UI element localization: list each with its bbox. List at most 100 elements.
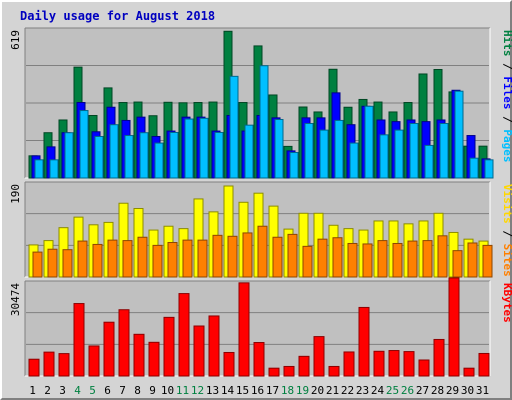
bar-sites-day-7 bbox=[122, 240, 133, 278]
x-tick-label: 22 bbox=[341, 384, 354, 397]
bar-pages-day-30 bbox=[469, 157, 479, 179]
chart-title: Daily usage for August 2018 bbox=[20, 9, 215, 23]
bar-sites-day-27 bbox=[422, 240, 433, 278]
x-tick-label: 27 bbox=[416, 384, 429, 397]
bar-kbytes-day-7 bbox=[118, 309, 130, 377]
bar-kbytes-day-29 bbox=[448, 277, 460, 377]
bar-pages-day-1 bbox=[34, 159, 44, 179]
x-tick-label: 28 bbox=[431, 384, 444, 397]
series-label-part: Sites bbox=[501, 244, 512, 277]
bar-sites-day-30 bbox=[467, 242, 478, 278]
bar-sites-day-19 bbox=[302, 245, 313, 278]
bar-sites-day-29 bbox=[452, 250, 463, 278]
bar-sites-day-28 bbox=[437, 235, 448, 278]
bar-pages-day-13 bbox=[214, 131, 224, 179]
x-tick-label: 10 bbox=[161, 384, 174, 397]
bar-sites-day-23 bbox=[362, 243, 373, 278]
panel-bottom: 30474 KBytes bbox=[9, 277, 512, 377]
bar-kbytes-day-23 bbox=[358, 306, 370, 377]
series-label-part: / bbox=[501, 224, 512, 244]
bar-pages-day-11 bbox=[184, 118, 194, 179]
x-tick-label: 29 bbox=[446, 384, 459, 397]
bar-sites-day-22 bbox=[347, 242, 358, 278]
bar-pages-day-2 bbox=[49, 159, 59, 179]
bar-kbytes-day-5 bbox=[88, 345, 100, 377]
bar-kbytes-day-19 bbox=[298, 355, 310, 377]
bar-pages-day-4 bbox=[79, 110, 89, 179]
bar-sites-day-6 bbox=[107, 239, 118, 278]
x-tick-label: 2 bbox=[44, 384, 51, 397]
bar-kbytes-day-16 bbox=[253, 342, 265, 377]
bar-kbytes-day-13 bbox=[208, 315, 220, 377]
bar-kbytes-day-24 bbox=[373, 350, 385, 377]
bar-kbytes-day-17 bbox=[268, 367, 280, 377]
bar-sites-day-15 bbox=[242, 232, 253, 278]
bar-kbytes-day-10 bbox=[163, 316, 175, 377]
bar-sites-day-11 bbox=[182, 239, 193, 278]
series-label-part: / bbox=[501, 110, 512, 130]
bar-sites-day-4 bbox=[77, 240, 88, 278]
bar-kbytes-day-18 bbox=[283, 365, 295, 377]
chart-panels: 619 Hits / Files / Pages 190 Visits / Sites… bbox=[9, 27, 512, 377]
bar-kbytes-day-6 bbox=[103, 321, 115, 377]
panel-bottom-max-label: 30474 bbox=[9, 283, 22, 316]
bar-kbytes-day-21 bbox=[328, 365, 340, 377]
bar-sites-day-24 bbox=[377, 240, 388, 278]
bar-sites-day-2 bbox=[47, 248, 58, 278]
x-tick-label: 18 bbox=[281, 384, 294, 397]
bar-sites-day-17 bbox=[272, 236, 283, 278]
series-label-part: Files bbox=[501, 76, 512, 109]
x-tick-label: 23 bbox=[356, 384, 369, 397]
bar-kbytes-day-3 bbox=[58, 353, 70, 377]
panel-top-max-label: 619 bbox=[9, 30, 22, 50]
bar-pages-day-15 bbox=[244, 124, 254, 179]
bar-kbytes-day-26 bbox=[403, 351, 415, 377]
bar-kbytes-day-8 bbox=[133, 333, 145, 377]
bar-pages-day-25 bbox=[394, 129, 404, 179]
bar-sites-day-31 bbox=[482, 244, 493, 278]
bar-pages-day-5 bbox=[94, 135, 104, 179]
x-tick-label: 7 bbox=[119, 384, 126, 397]
bar-pages-day-19 bbox=[304, 123, 314, 179]
x-tick-label: 19 bbox=[296, 384, 309, 397]
bar-sites-day-1 bbox=[32, 251, 43, 278]
x-tick-label: 16 bbox=[251, 384, 264, 397]
bar-sites-day-14 bbox=[227, 235, 238, 278]
series-label-part: / bbox=[501, 57, 512, 77]
bar-pages-day-14 bbox=[229, 75, 239, 179]
x-tick-label: 17 bbox=[266, 384, 279, 397]
x-tick-label: 15 bbox=[236, 384, 249, 397]
x-tick-label: 26 bbox=[401, 384, 414, 397]
bar-pages-day-9 bbox=[154, 142, 164, 179]
bar-sites-day-13 bbox=[212, 234, 223, 278]
bar-pages-day-17 bbox=[274, 119, 284, 179]
bar-pages-day-28 bbox=[439, 123, 449, 179]
bar-sites-day-10 bbox=[167, 242, 178, 278]
x-tick-label: 5 bbox=[89, 384, 96, 397]
bar-sites-day-3 bbox=[62, 249, 73, 278]
series-label-part: Visits bbox=[501, 184, 512, 224]
series-label-part: Hits bbox=[501, 30, 512, 57]
panel-middle-max-label: 190 bbox=[9, 184, 22, 204]
panel-top: 619 Hits / Files / Pages bbox=[9, 27, 512, 179]
bar-pages-day-8 bbox=[139, 132, 149, 179]
bar-kbytes-day-12 bbox=[193, 325, 205, 377]
panel-middle: 190 Visits / Sites bbox=[9, 181, 512, 278]
bar-pages-day-24 bbox=[379, 134, 389, 179]
bar-kbytes-day-1 bbox=[28, 358, 40, 377]
bar-kbytes-day-22 bbox=[343, 351, 355, 377]
bar-sites-day-25 bbox=[392, 242, 403, 278]
x-tick-label: 14 bbox=[221, 384, 235, 397]
bar-pages-day-29 bbox=[454, 90, 464, 179]
bar-pages-day-16 bbox=[259, 65, 269, 179]
x-tick-label: 11 bbox=[176, 384, 189, 397]
bar-sites-day-9 bbox=[152, 244, 163, 278]
bar-pages-day-21 bbox=[334, 119, 344, 179]
bar-sites-day-26 bbox=[407, 240, 418, 278]
bar-sites-day-18 bbox=[287, 233, 298, 278]
bar-kbytes-day-14 bbox=[223, 351, 235, 377]
bar-kbytes-day-27 bbox=[418, 359, 430, 377]
bar-kbytes-day-28 bbox=[433, 338, 445, 377]
bar-kbytes-day-30 bbox=[463, 367, 475, 377]
